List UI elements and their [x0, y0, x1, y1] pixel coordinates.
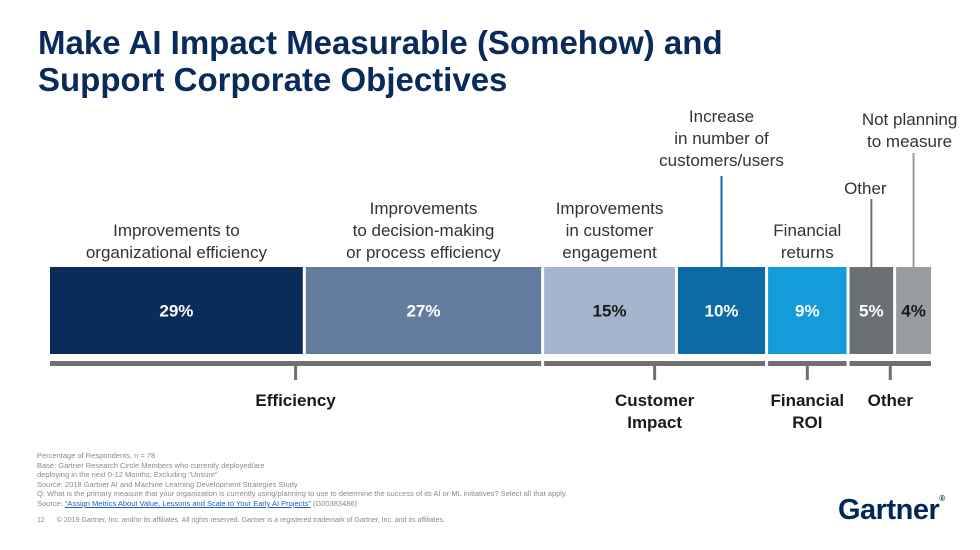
footnote-base: Base: Gartner Research Circle Members wh…	[37, 460, 265, 470]
category-label-4-line-3: customers/users	[659, 151, 784, 170]
category-label-3-line-3: engagement	[562, 243, 657, 262]
category-label-1-line-2: organizational efficiency	[86, 243, 268, 262]
category-label-3-line-1: Improvements	[556, 199, 664, 218]
data-label-7: 4%	[901, 302, 926, 321]
group-label-3-line-1: Financial	[770, 391, 844, 410]
category-label-2-line-3: or process efficiency	[346, 243, 501, 262]
footnote-respondents: Percentage of Respondents, n = 78	[37, 451, 156, 460]
group-bracket-3	[768, 361, 847, 366]
group-bracket-tick-4	[888, 366, 892, 380]
footnote-source: Source: “Assign Metrics About Value, Les…	[37, 499, 357, 509]
group-bracket-tick-1	[294, 366, 298, 380]
footnote-source-id: (G00383486)	[310, 499, 358, 508]
group-bracket-tick-2	[653, 366, 657, 380]
category-label-1-line-1: Improvements to	[113, 221, 240, 240]
data-label-1: 29%	[159, 302, 193, 321]
category-label-2-line-2: to decision-making	[353, 221, 495, 240]
footnote-source-prefix: Source:	[37, 499, 65, 508]
bar-segment-5	[768, 267, 847, 354]
gartner-logo-text: Gartner	[838, 494, 940, 526]
group-bracket-1	[50, 361, 542, 366]
category-label-7-line-2: to measure	[867, 132, 952, 151]
source-report-link[interactable]: “Assign Metrics About Value, Lessons and…	[64, 499, 311, 508]
gartner-logo: Gartner®	[838, 494, 945, 527]
category-label-6-line-1: Other	[844, 179, 887, 198]
data-label-6: 5%	[859, 302, 884, 321]
group-label-3-line-2: ROI	[792, 413, 822, 432]
data-label-3: 15%	[593, 302, 627, 321]
slide-title: Make AI Impact Measurable (Somehow) and …	[38, 24, 938, 98]
category-label-2-line-1: Improvements	[370, 199, 478, 218]
data-label-5: 9%	[795, 302, 820, 321]
category-label-3-line-2: in customer	[566, 221, 654, 240]
stacked-bar-chart: 29% 27% 15% 10% 9% 5% 4% Improvements to organiz…	[50, 107, 957, 432]
footnote-study-source: Source: 2018 Gartner AI and Machine Lear…	[37, 479, 298, 489]
category-label-5-line-1: Financial	[773, 221, 841, 240]
group-bracket-4	[849, 361, 931, 366]
footnote-base-cont: deploying in the next 0-12 Months; Exclu…	[37, 470, 218, 480]
bar-segment-3	[544, 267, 675, 354]
group-label-1-line-1: Efficiency	[255, 391, 336, 410]
page-number: 12	[37, 517, 45, 524]
category-label-5-line-2: returns	[781, 243, 834, 262]
group-label-4-line-1: Other	[868, 391, 914, 410]
data-label-4: 10%	[704, 302, 738, 321]
data-label-2: 27%	[406, 302, 440, 321]
category-label-7-line-1: Not planning	[862, 110, 957, 129]
bar-segment-4	[677, 267, 766, 354]
footer: 12 © 2019 Gartner, Inc. and/or its affili…	[37, 517, 457, 524]
slide-title-line-1: Make AI Impact Measurable (Somehow) and	[38, 24, 723, 61]
group-label-2-line-2: Impact	[627, 413, 682, 432]
slide-title-line-2: Support Corporate Objectives	[38, 61, 508, 98]
bar-segment-6	[849, 267, 894, 354]
footnote-question: Q: What is the primary measure that your…	[37, 489, 568, 499]
group-label-2-line-1: Customer	[615, 391, 695, 410]
copyright-text: © 2019 Gartner, Inc. and/or its affiliat…	[56, 517, 445, 524]
group-bracket-tick-3	[805, 366, 809, 380]
bar-segment-7	[896, 267, 931, 354]
category-label-4-line-1: Increase	[689, 107, 754, 126]
bar-segment-2	[305, 267, 542, 354]
category-label-4-line-2: in number of	[674, 129, 769, 148]
bar-segment-1	[50, 267, 303, 354]
group-bracket-2	[544, 361, 766, 366]
registered-mark: ®	[939, 494, 945, 503]
